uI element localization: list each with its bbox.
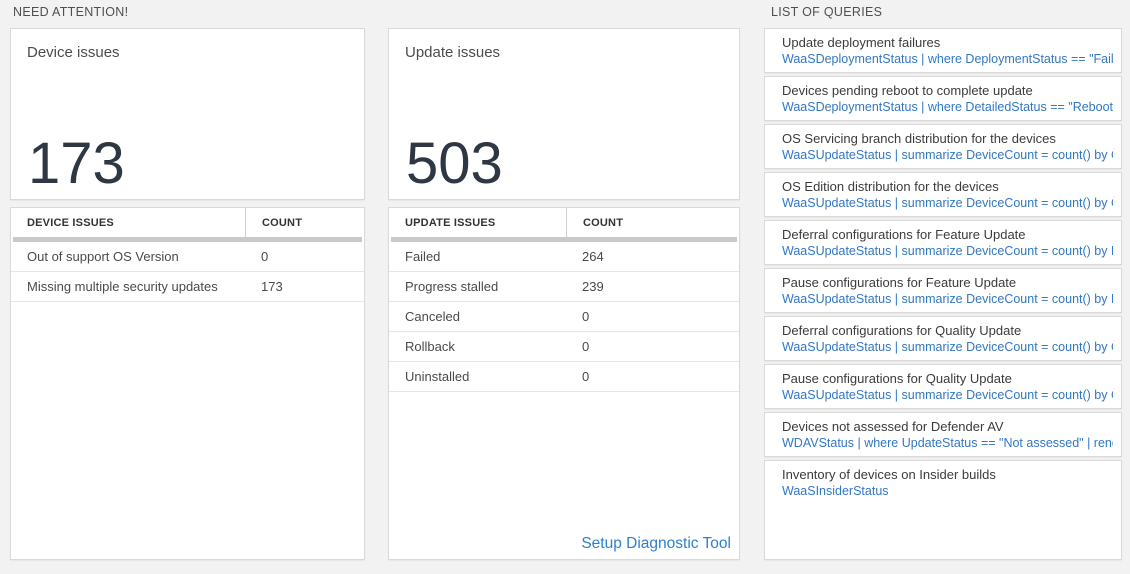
table-row[interactable]: Canceled 0 — [389, 302, 739, 332]
device-issues-title: Device issues — [27, 44, 120, 61]
grid-scrollbar[interactable] — [13, 237, 362, 242]
list-of-queries-header: LIST OF QUERIES — [771, 5, 883, 19]
update-issues-column: Update issues 503 UPDATE ISSUES COUNT Fa… — [388, 0, 740, 560]
query-title: Devices pending reboot to complete updat… — [782, 83, 1033, 98]
device-count-column-header: COUNT — [245, 208, 364, 237]
device-issues-count: 173 — [28, 131, 125, 197]
query-title: Devices not assessed for Defender AV — [782, 419, 1004, 434]
update-issues-table-header: UPDATE ISSUES COUNT — [389, 208, 739, 237]
update-count-column-header: COUNT — [566, 208, 739, 237]
issue-count: 0 — [261, 249, 269, 264]
query-list: Update deployment failures WaaSDeploymen… — [764, 28, 1122, 560]
device-issues-table-header: DEVICE ISSUES COUNT — [11, 208, 364, 237]
query-text: WaaSUpdateStatus | summarize DeviceCount… — [782, 340, 1113, 354]
table-row[interactable]: Failed 264 — [389, 242, 739, 272]
issue-count: 264 — [582, 249, 604, 264]
query-title: OS Edition distribution for the devices — [782, 179, 999, 194]
query-text: WDAVStatus | where UpdateStatus == "Not … — [782, 436, 1113, 450]
query-text: WaaSUpdateStatus | summarize DeviceCount… — [782, 244, 1113, 258]
query-text: WaaSDeploymentStatus | where DetailedSta… — [782, 100, 1113, 114]
query-list-item[interactable]: OS Servicing branch distribution for the… — [764, 124, 1122, 169]
query-list-item[interactable]: Deferral configurations for Feature Upda… — [764, 220, 1122, 265]
device-issues-table: DEVICE ISSUES COUNT Out of support OS Ve… — [10, 207, 365, 560]
list-of-queries-column: LIST OF QUERIES Update deployment failur… — [764, 0, 1122, 560]
query-title: Deferral configurations for Quality Upda… — [782, 323, 1022, 338]
query-text: WaaSUpdateStatus | summarize DeviceCount… — [782, 148, 1113, 162]
table-row[interactable]: Out of support OS Version 0 — [11, 242, 364, 272]
query-title: Pause configurations for Feature Update — [782, 275, 1017, 290]
query-title: OS Servicing branch distribution for the… — [782, 131, 1056, 146]
need-attention-column: NEED ATTENTION! Device issues 173 DEVICE… — [10, 0, 365, 560]
update-issues-spacer — [388, 0, 740, 28]
issue-count: 0 — [582, 369, 590, 384]
issue-count: 239 — [582, 279, 604, 294]
update-issues-title: Update issues — [405, 44, 501, 61]
update-issues-count: 503 — [406, 131, 503, 197]
query-text: WaaSDeploymentStatus | where DeploymentS… — [782, 52, 1113, 66]
issue-label: Missing multiple security updates — [27, 279, 218, 294]
query-list-item[interactable]: Pause configurations for Feature Update … — [764, 268, 1122, 313]
query-title: Deferral configurations for Feature Upda… — [782, 227, 1026, 242]
grid-scrollbar[interactable] — [391, 237, 737, 242]
issue-count: 0 — [582, 339, 590, 354]
update-issues-table: UPDATE ISSUES COUNT Failed 264 Progress … — [388, 207, 740, 560]
device-issues-column-header: DEVICE ISSUES — [27, 216, 114, 229]
issue-count: 0 — [582, 309, 590, 324]
query-text: WaaSInsiderStatus — [782, 484, 889, 498]
issue-label: Progress stalled — [405, 279, 499, 294]
update-issues-tile[interactable]: Update issues 503 — [388, 28, 740, 200]
need-attention-header: NEED ATTENTION! — [13, 5, 129, 19]
query-text: WaaSUpdateStatus | summarize DeviceCount… — [782, 388, 1113, 402]
table-row[interactable]: Uninstalled 0 — [389, 362, 739, 392]
issue-count: 173 — [261, 279, 283, 294]
table-row[interactable]: Progress stalled 239 — [389, 272, 739, 302]
setup-diagnostic-tool-link[interactable]: Setup Diagnostic Tool — [581, 535, 731, 552]
query-list-item[interactable]: Devices pending reboot to complete updat… — [764, 76, 1122, 121]
query-text: WaaSUpdateStatus | summarize DeviceCount… — [782, 292, 1113, 306]
device-issues-tile[interactable]: Device issues 173 — [10, 28, 365, 200]
query-title: Update deployment failures — [782, 35, 941, 50]
issue-label: Canceled — [405, 309, 460, 324]
update-issues-column-header: UPDATE ISSUES — [405, 216, 496, 229]
issue-label: Uninstalled — [405, 369, 470, 384]
query-list-item[interactable]: Deferral configurations for Quality Upda… — [764, 316, 1122, 361]
device-issues-rows: Out of support OS Version 0 Missing mult… — [11, 242, 364, 302]
issue-label: Failed — [405, 249, 441, 264]
query-text: WaaSUpdateStatus | summarize DeviceCount… — [782, 196, 1113, 210]
issue-label: Out of support OS Version — [27, 249, 179, 264]
table-row[interactable]: Rollback 0 — [389, 332, 739, 362]
query-list-item[interactable]: Devices not assessed for Defender AV WDA… — [764, 412, 1122, 457]
query-title: Pause configurations for Quality Update — [782, 371, 1012, 386]
query-title: Inventory of devices on Insider builds — [782, 467, 996, 482]
update-issues-rows: Failed 264 Progress stalled 239 Canceled… — [389, 242, 739, 392]
table-row[interactable]: Missing multiple security updates 173 — [11, 272, 364, 302]
query-list-item[interactable]: OS Edition distribution for the devices … — [764, 172, 1122, 217]
query-list-item[interactable]: Inventory of devices on Insider builds W… — [764, 460, 1122, 560]
issue-label: Rollback — [405, 339, 455, 354]
query-list-item[interactable]: Update deployment failures WaaSDeploymen… — [764, 28, 1122, 73]
query-list-item[interactable]: Pause configurations for Quality Update … — [764, 364, 1122, 409]
